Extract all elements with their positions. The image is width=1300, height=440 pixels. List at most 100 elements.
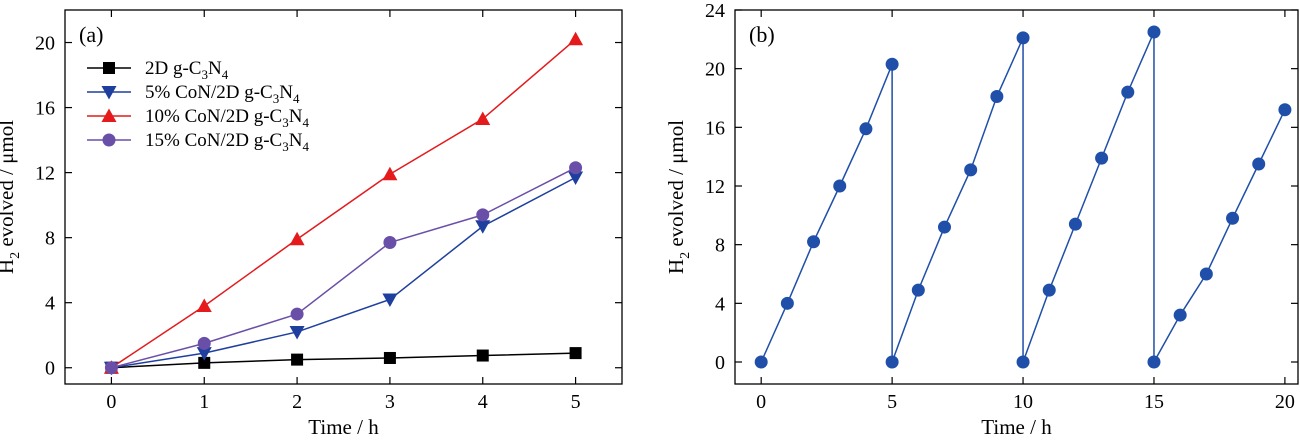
data-point: [382, 293, 398, 307]
legend-label: 15% CoN/2D g-C3N4: [145, 130, 309, 154]
legend-label-subscript: 3: [282, 139, 289, 154]
data-point: [911, 283, 925, 297]
x-tick-label: 1: [199, 391, 209, 413]
x-tick-label: 5: [571, 391, 581, 413]
plot-frame: [734, 9, 1299, 385]
y-tick-label: 0: [45, 358, 55, 380]
legend-marker: [101, 86, 117, 100]
x-tick-label: 20: [1275, 391, 1295, 413]
data-point: [569, 161, 583, 175]
data-point: [990, 90, 1004, 104]
series-0: [105, 347, 582, 374]
x-tick-label: 0: [756, 391, 766, 413]
series-3: [104, 161, 583, 375]
data-point: [475, 111, 491, 125]
chart-b: 0 5 10 15 20 0 4 8 12 16 20 24 Time / h H2 evolved / …: [664, 0, 1299, 439]
legend-label-part: N: [289, 106, 303, 127]
legend-label: 5% CoN/2D g-C3N4: [145, 82, 300, 106]
series-line: [111, 176, 576, 369]
legend-marker: [103, 62, 115, 74]
data-point: [859, 122, 873, 136]
data-point: [1016, 31, 1030, 45]
series-line: [111, 352, 576, 369]
data-point: [196, 298, 212, 312]
legend-label-subscript: 3: [282, 115, 289, 130]
data-point: [1147, 25, 1161, 39]
data-point: [964, 163, 978, 177]
data-point: [754, 355, 768, 369]
data-point: [1226, 211, 1240, 225]
data-point: [885, 57, 899, 71]
data-point: [475, 220, 491, 234]
x-tick-label: 5: [887, 391, 897, 413]
legend-marker: [101, 108, 117, 122]
data-point: [104, 361, 118, 375]
y-tick-label: 12: [705, 176, 725, 198]
plot-frame: [64, 9, 623, 385]
x-tick-label: 15: [1144, 391, 1164, 413]
data-point: [1147, 355, 1161, 369]
legend-entry: 5% CoN/2D g-C3N4: [87, 82, 300, 106]
data-point: [197, 336, 211, 350]
data-point: [780, 296, 794, 310]
data-point: [1199, 267, 1213, 281]
legend-label-subscript: 4: [302, 139, 309, 154]
data-point: [1252, 157, 1266, 171]
data-point: [476, 208, 490, 222]
legend-label-part: 5% CoN/2D g-C: [145, 82, 273, 103]
y-tick-label: 16: [35, 98, 55, 120]
data-point: [1068, 217, 1082, 231]
data-point: [568, 171, 584, 185]
y-tick-label: 8: [45, 228, 55, 250]
data-point: [1095, 151, 1109, 165]
data-point: [196, 347, 212, 361]
data-point: [833, 179, 847, 193]
y-axis-title-part: H: [0, 259, 18, 274]
data-point: [382, 166, 398, 181]
legend-label-part: N: [279, 82, 293, 103]
y-tick-label: 20: [705, 59, 725, 81]
legend-label-subscript: 4: [302, 115, 309, 130]
series-1: [103, 171, 584, 376]
legend-label-subscript: 4: [293, 91, 300, 106]
x-axis-title: Time / h: [981, 415, 1052, 439]
data-point: [807, 235, 821, 249]
legend-label: 10% CoN/2D g-C3N4: [145, 106, 309, 130]
y-axis-title: H2 evolved / μmol: [0, 120, 23, 274]
data-point: [1042, 283, 1056, 297]
data-point: [568, 31, 584, 46]
y-tick-label: 8: [715, 235, 725, 257]
data-point: [937, 220, 951, 234]
legend-label-part: 15% CoN/2D g-C: [145, 130, 282, 151]
data-point: [885, 355, 899, 369]
y-tick-label: 12: [35, 163, 55, 185]
legend-label-subscript: 4: [222, 67, 229, 82]
data-point: [1016, 355, 1030, 369]
data-point: [198, 356, 211, 369]
legend-entry: 10% CoN/2D g-C3N4: [87, 106, 309, 130]
data-point: [1278, 103, 1292, 117]
series-line: [111, 38, 577, 369]
y-tick-label: 24: [705, 0, 725, 22]
data-point: [289, 231, 305, 246]
panel-label: (a): [79, 22, 103, 47]
data-point: [569, 347, 582, 360]
x-tick-label: 10: [1013, 391, 1033, 413]
series-0: [754, 25, 1292, 369]
data-point: [476, 349, 489, 362]
data-point: [290, 307, 304, 321]
legend-label-part: N: [208, 58, 222, 79]
data-point: [383, 236, 397, 250]
x-tick-label: 4: [478, 391, 488, 413]
legend-entry: 2D g-C3N4: [87, 58, 229, 82]
legend-label: 2D g-C3N4: [145, 58, 229, 82]
y-axis-title: H2 evolved / μmol: [664, 120, 693, 274]
panel-label: (b): [749, 22, 775, 47]
data-point: [289, 325, 305, 340]
legend-label-part: 10% CoN/2D g-C: [145, 106, 282, 127]
y-tick-label: 4: [715, 293, 725, 315]
legend-label-subscript: 3: [273, 91, 280, 106]
y-tick-label: 20: [35, 33, 55, 55]
y-tick-label: 16: [705, 117, 725, 139]
